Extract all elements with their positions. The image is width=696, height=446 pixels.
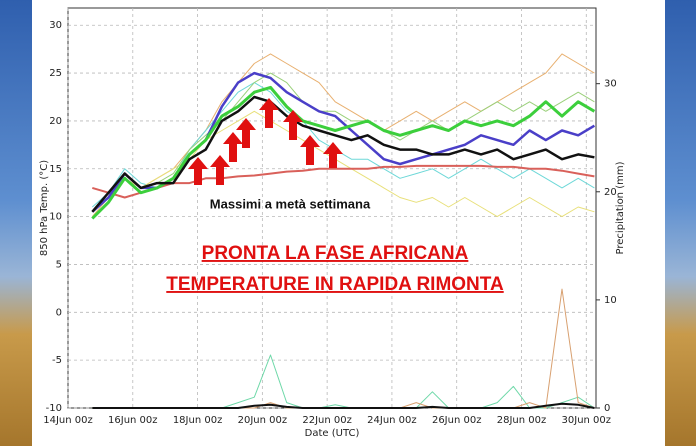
y-tick-label: 15 [49, 164, 62, 175]
y-tick-label: 30 [49, 20, 62, 31]
y-tick-label: 20 [49, 116, 62, 127]
series-line [91, 110, 595, 218]
y2-tick-label: 0 [604, 403, 610, 414]
x-tick-label: 16Jun 00z [108, 415, 158, 426]
series-line [91, 53, 595, 217]
series-line [92, 402, 595, 409]
y-tick-label: 0 [56, 307, 62, 318]
x-tick-label: 24Jun 00z [367, 415, 417, 426]
arrow [283, 110, 303, 140]
x-tick-label: 14Jun 00z [43, 415, 93, 426]
x-tick-label: 30Jun 00z [562, 415, 612, 426]
grid [67, 8, 596, 409]
x-tick-label: 26Jun 00z [432, 415, 482, 426]
x-axis-label: Date (UTC) [305, 428, 360, 439]
x-tick-label: 28Jun 00z [497, 415, 547, 426]
annotation: Massimi a metà settimana [210, 196, 371, 211]
series-line [92, 164, 595, 199]
arrows [188, 98, 343, 185]
y-tick-label: 25 [49, 68, 62, 79]
y-tick-label: 5 [56, 259, 62, 270]
arrow [236, 118, 256, 148]
lines [91, 53, 596, 409]
y-tick-label: 10 [49, 212, 62, 223]
headline: PRONTA LA FASE AFRICANA [202, 243, 469, 264]
series-line [91, 72, 595, 213]
y-tick-label: -10 [46, 403, 62, 414]
y2-axis-label: Precipitation (mm) [615, 161, 626, 254]
chart-background [32, 0, 665, 446]
series-line [91, 95, 595, 213]
series-line [91, 85, 596, 220]
arrow [259, 98, 279, 128]
headline: TEMPERATURE IN RAPIDA RIMONTA [166, 274, 504, 295]
y-axis-label: 850 hPa Temp. (°C) [39, 160, 50, 256]
x-tick-label: 22Jun 00z [302, 415, 352, 426]
y2-tick-label: 30 [604, 79, 617, 90]
arrow [223, 132, 243, 162]
x-tick-label: 18Jun 00z [173, 415, 223, 426]
y-tick-label: -5 [52, 355, 62, 366]
arrow [300, 135, 320, 165]
y2-tick-label: 20 [604, 187, 617, 198]
arrow [188, 157, 208, 185]
arrow [210, 155, 230, 185]
arrow [323, 142, 343, 168]
x-tick-label: 20Jun 00z [238, 415, 288, 426]
y2-tick-label: 10 [604, 295, 617, 306]
